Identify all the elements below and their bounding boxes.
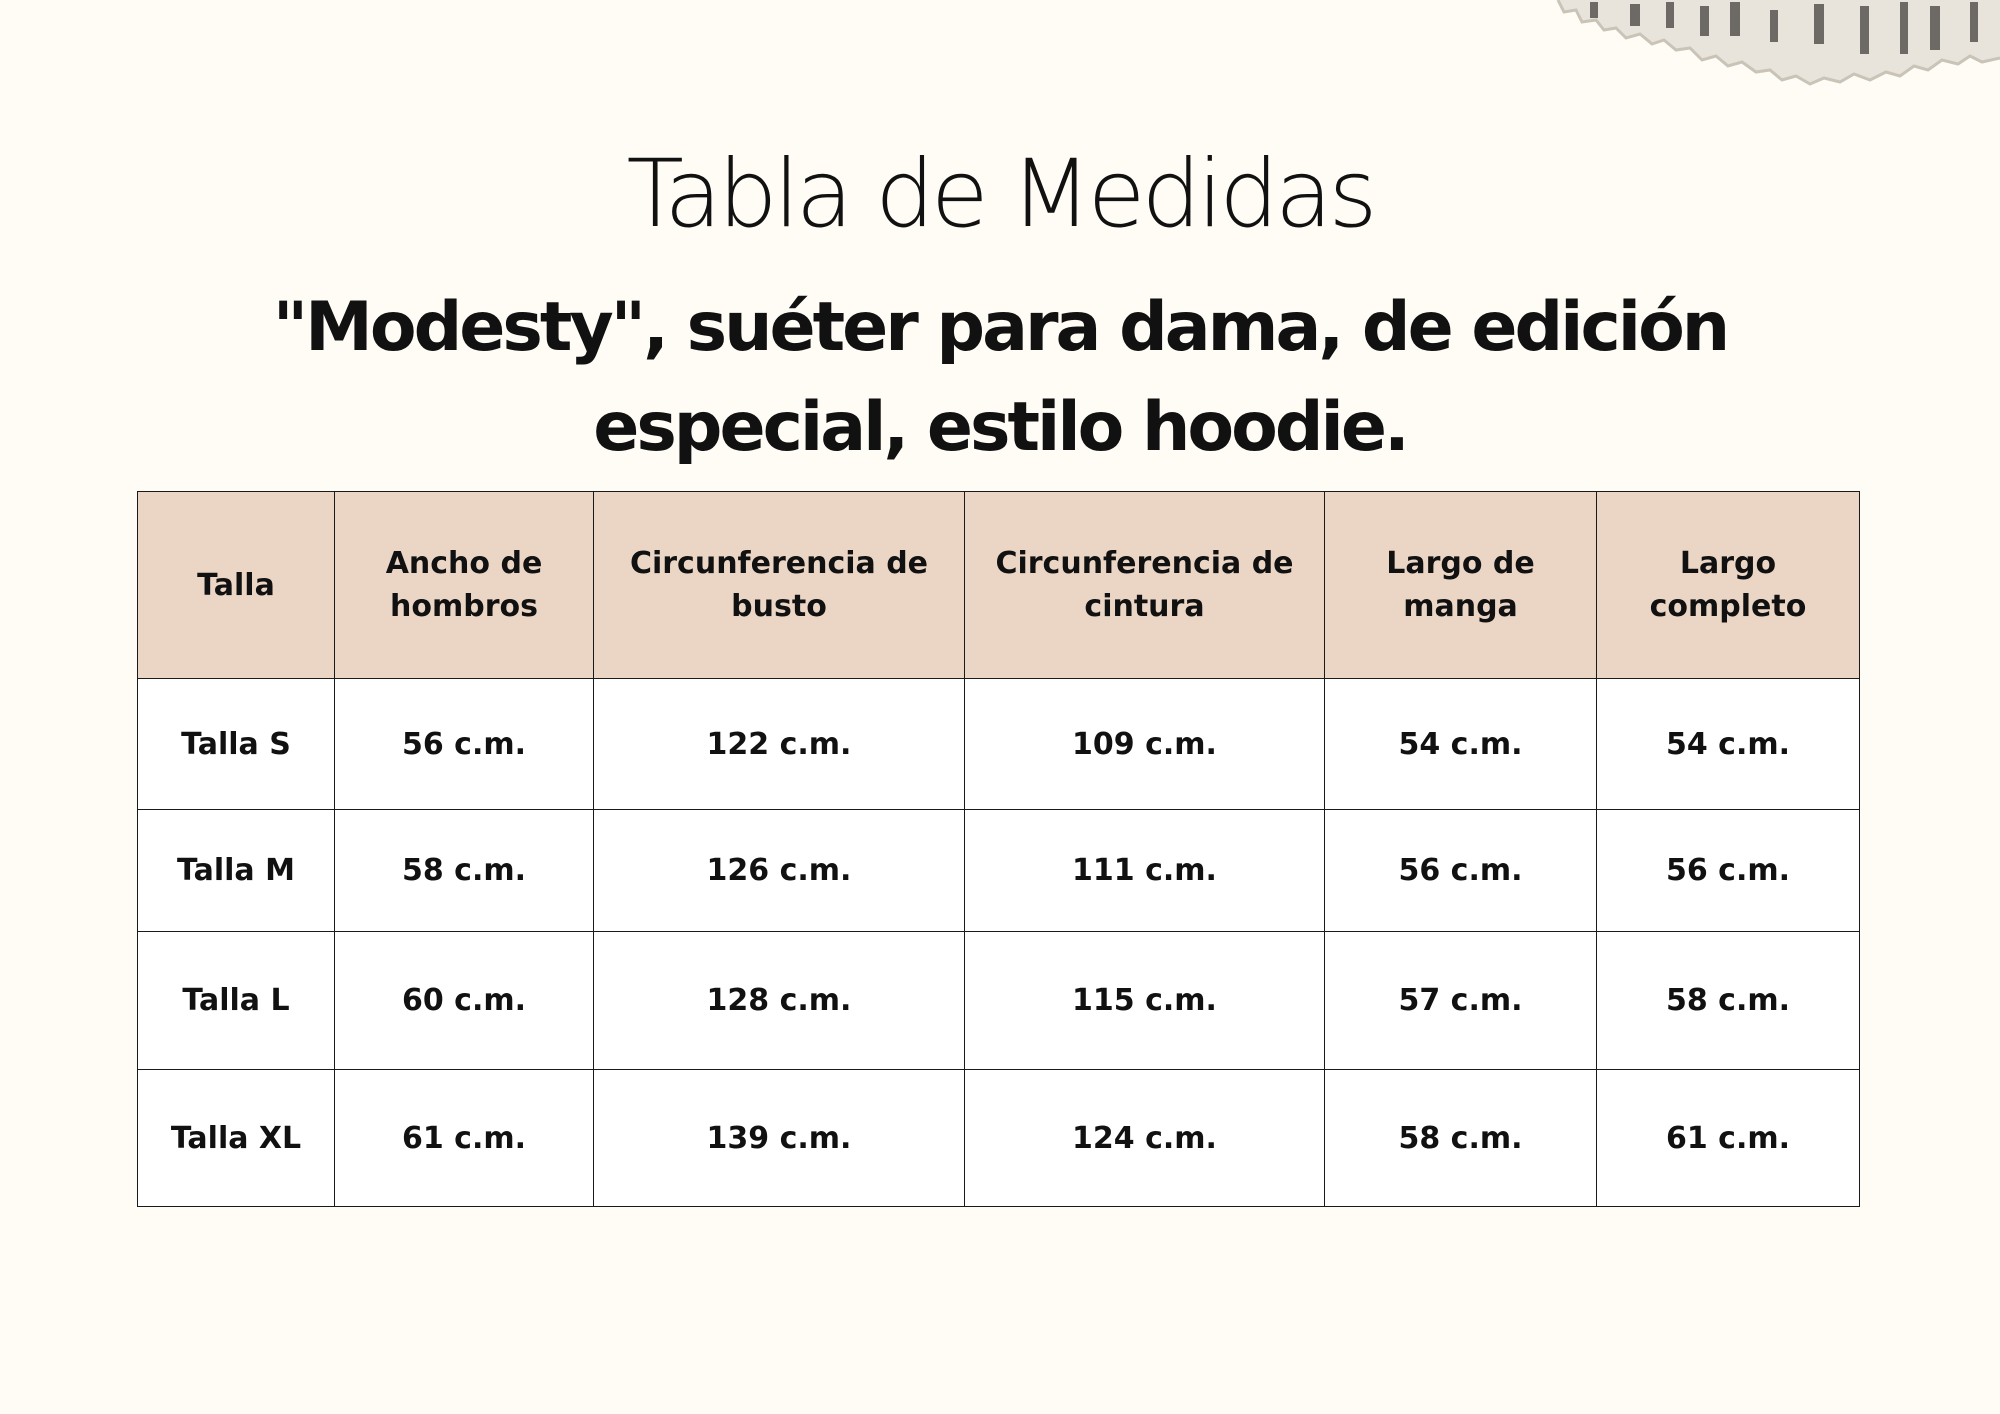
table-cell: 57 c.m.	[1324, 931, 1597, 1070]
column-header-sleeve-length: Largo de manga	[1324, 491, 1597, 679]
table-cell: 115 c.m.	[964, 931, 1325, 1070]
table-row: Talla L 60 c.m. 128 c.m. 115 c.m. 57 c.m…	[137, 931, 1860, 1070]
table-cell: 111 c.m.	[964, 809, 1325, 932]
table-cell: 109 c.m.	[964, 678, 1325, 810]
table-cell: 128 c.m.	[593, 931, 965, 1070]
table-cell: 61 c.m.	[1596, 1069, 1860, 1207]
column-header-waist-circumference: Circunferencia de cintura	[964, 491, 1325, 679]
table-cell: 58 c.m.	[1596, 931, 1860, 1070]
table-row: Talla S 56 c.m. 122 c.m. 109 c.m. 54 c.m…	[137, 678, 1860, 810]
table-cell-size: Talla S	[137, 678, 335, 810]
table-cell: 122 c.m.	[593, 678, 965, 810]
table-cell: 56 c.m.	[334, 678, 594, 810]
table-cell: 56 c.m.	[1324, 809, 1597, 932]
table-cell: 54 c.m.	[1324, 678, 1597, 810]
table-cell: 58 c.m.	[334, 809, 594, 932]
table-cell-size: Talla L	[137, 931, 335, 1070]
table-cell: 139 c.m.	[593, 1069, 965, 1207]
column-header-full-length: Largo completo	[1596, 491, 1860, 679]
page-title: Tabla de Medidas	[626, 140, 1377, 249]
table-header-row: Talla Ancho de hombros Circunferencia de…	[137, 491, 1860, 679]
table-row: Talla XL 61 c.m. 139 c.m. 124 c.m. 58 c.…	[137, 1069, 1860, 1207]
table-cell: 54 c.m.	[1596, 678, 1860, 810]
table-row: Talla M 58 c.m. 126 c.m. 111 c.m. 56 c.m…	[137, 809, 1860, 932]
table-cell-size: Talla XL	[137, 1069, 335, 1207]
table-cell: 56 c.m.	[1596, 809, 1860, 932]
table-cell: 126 c.m.	[593, 809, 965, 932]
table-cell-size: Talla M	[137, 809, 335, 932]
size-chart-table: Talla Ancho de hombros Circunferencia de…	[137, 491, 1860, 1207]
column-header-shoulder-width: Ancho de hombros	[334, 491, 594, 679]
torn-newspaper-decoration	[1430, 0, 2000, 86]
table-cell: 58 c.m.	[1324, 1069, 1597, 1207]
table-cell: 61 c.m.	[334, 1069, 594, 1207]
table-cell: 60 c.m.	[334, 931, 594, 1070]
page-subtitle: "Modesty", suéter para dama, de edición …	[272, 288, 1730, 467]
table-cell: 124 c.m.	[964, 1069, 1325, 1207]
column-header-size: Talla	[137, 491, 335, 679]
column-header-bust-circumference: Circunferencia de busto	[593, 491, 965, 679]
